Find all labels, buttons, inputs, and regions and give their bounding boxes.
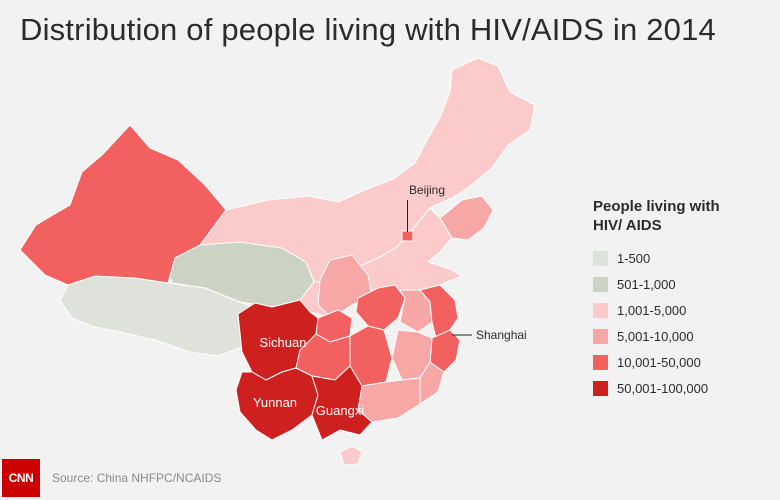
cnn-logo: CNN [2,459,40,497]
legend-label: 5,001-10,000 [617,328,694,344]
sichuan-label: Sichuan [260,335,307,350]
legend-swatch [593,354,608,370]
legend-label: 50,001-100,000 [617,380,709,396]
shanghai-label: Shanghai [476,328,527,342]
legend-label: 1,001-5,000 [617,302,687,318]
legend-label: 501-1,000 [617,276,676,292]
footer: CNN Source: China NHFPC/NCAIDS [0,456,780,500]
legend-label: 1-500 [617,250,651,266]
province-liaoning[interactable] [439,195,494,241]
legend-items: 1-500 501-1,000 1,001-5,000 5,001-10,000… [593,245,773,401]
legend-title: People living with HIV/ AIDS [593,197,773,235]
legend-swatch [593,250,608,266]
legend-item: 50,001-100,000 [593,375,773,401]
legend-title-line2: HIV/ AIDS [593,217,662,234]
legend-label: 10,001-50,000 [617,354,701,370]
cnn-logo-text: CNN [8,471,34,485]
province-hubei[interactable] [355,284,406,331]
legend-item: 10,001-50,000 [593,349,773,375]
legend-swatch [593,380,608,396]
legend-swatch [593,276,608,292]
map-title: Distribution of people living with HIV/A… [20,12,716,47]
legend-item: 501-1,000 [593,271,773,297]
legend-item: 1,001-5,000 [593,297,773,323]
province-xinjiang[interactable] [19,124,227,286]
province-hainan[interactable] [339,445,363,466]
guangxi-label: Guangxi [316,403,365,418]
legend-title-line1: People living with [593,198,720,215]
source-text: Source: China NHFPC/NCAIDS [52,471,222,485]
legend-item: 1-500 [593,245,773,271]
legend-swatch [593,328,608,344]
province-shaanxi-henan[interactable] [317,254,373,319]
province-guangxi[interactable] [311,365,373,441]
legend: People living with HIV/ AIDS 1-500 501-1… [593,197,773,401]
beijing-label: Beijing [409,183,445,197]
legend-swatch [593,302,608,318]
yunnan-label: Yunnan [253,395,297,410]
province-beijing[interactable] [401,230,414,242]
legend-item: 5,001-10,000 [593,323,773,349]
